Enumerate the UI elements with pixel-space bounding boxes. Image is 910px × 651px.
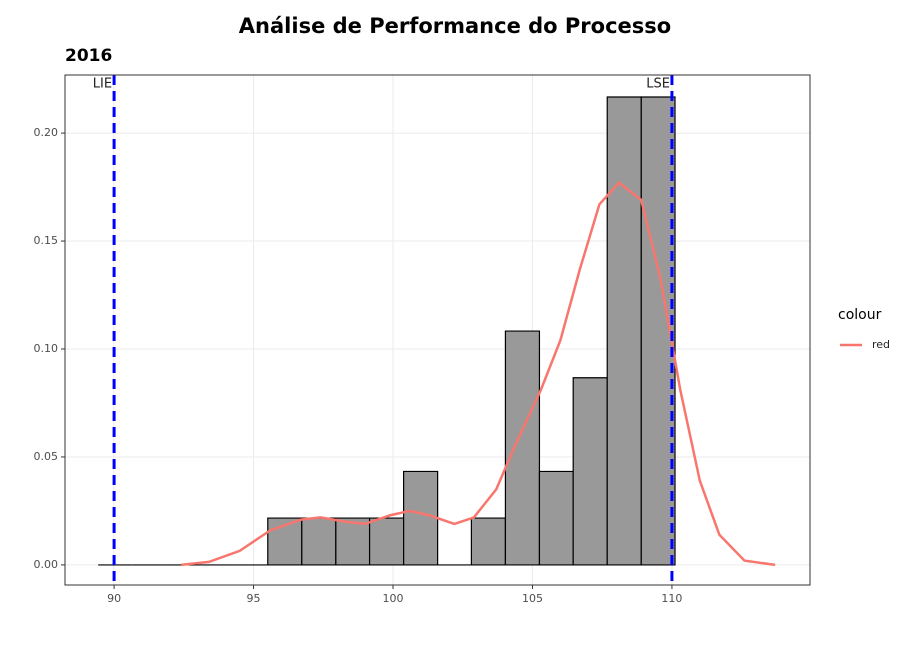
bar: [470, 517, 507, 566]
bar: [335, 517, 371, 566]
y-tick-label: 0.15: [34, 234, 59, 247]
bar: [368, 517, 405, 566]
x-tick-label: 105: [522, 592, 543, 605]
bar: [538, 470, 574, 566]
density-line: [180, 181, 776, 567]
bar: [504, 330, 541, 566]
y-tick-label: 0.00: [34, 558, 59, 571]
spec-label: LIE: [93, 77, 112, 92]
bar: [403, 470, 439, 566]
x-tick-label: 110: [661, 592, 682, 605]
x-tick-label: 95: [247, 592, 261, 605]
bar: [606, 96, 642, 566]
bar: [572, 377, 608, 566]
bar: [301, 517, 337, 566]
bar: [640, 96, 676, 566]
x-tick-label: 100: [383, 592, 404, 605]
chart-title: Análise de Performance do Processo: [239, 14, 671, 38]
spec-label: LSE: [646, 77, 670, 92]
y-tick-label: 0.20: [34, 126, 59, 139]
legend-title: colour: [838, 307, 882, 323]
x-tick-label: 90: [107, 592, 121, 605]
y-tick-label: 0.05: [34, 450, 59, 463]
y-tick-label: 0.10: [34, 342, 59, 355]
legend-label: red: [872, 338, 890, 351]
chart-subtitle: 2016: [65, 46, 112, 66]
plot-border: [64, 74, 811, 586]
